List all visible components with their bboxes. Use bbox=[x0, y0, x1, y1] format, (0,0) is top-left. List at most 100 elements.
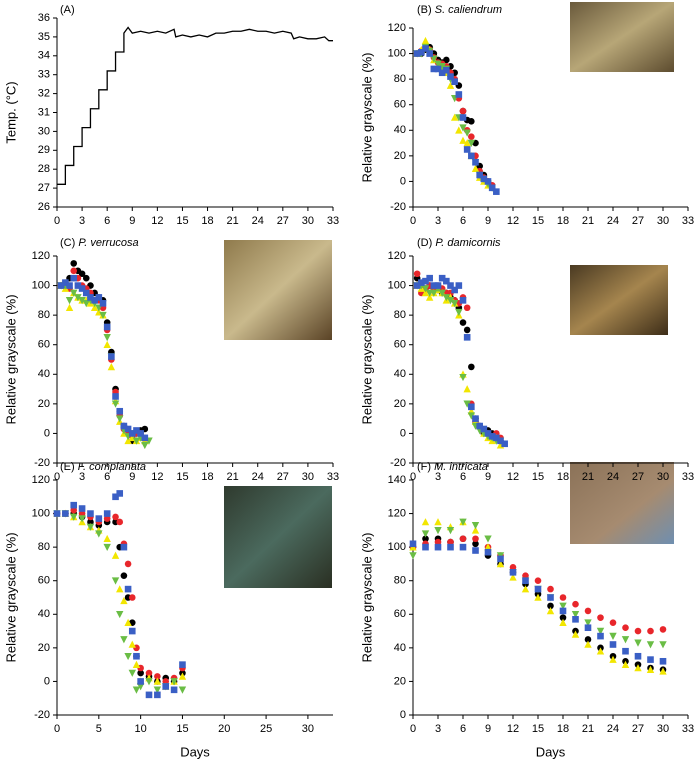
data-point bbox=[132, 437, 141, 445]
data-point bbox=[434, 518, 442, 526]
data-point bbox=[91, 297, 98, 304]
x-tick-label: 12 bbox=[151, 215, 163, 227]
panel-label: (B) bbox=[417, 4, 432, 16]
y-tick-label: 0 bbox=[44, 427, 50, 439]
data-point bbox=[124, 425, 132, 433]
x-tick-label: 0 bbox=[54, 723, 60, 735]
x-tick-label: 6 bbox=[104, 215, 110, 227]
data-point bbox=[446, 527, 455, 535]
y-axis-title: Relative grayscale (%) bbox=[359, 52, 374, 182]
data-point bbox=[634, 639, 642, 647]
data-point bbox=[95, 294, 103, 301]
data-point bbox=[78, 297, 86, 305]
data-point bbox=[559, 602, 567, 610]
data-point bbox=[65, 297, 74, 305]
data-point bbox=[463, 334, 471, 341]
x-tick-label: 33 bbox=[682, 723, 694, 735]
data-point bbox=[86, 523, 95, 531]
data-point bbox=[472, 158, 479, 166]
data-point bbox=[111, 400, 120, 408]
data-point bbox=[609, 632, 617, 641]
x-tick-label: 3 bbox=[435, 723, 441, 735]
data-point bbox=[467, 412, 476, 420]
x-tick-label: 15 bbox=[532, 723, 544, 735]
x-tick-label: 9 bbox=[485, 723, 491, 735]
y-tick-label: 80 bbox=[394, 575, 406, 587]
y-tick-label: 120 bbox=[32, 474, 50, 486]
data-point bbox=[484, 543, 492, 551]
data-point bbox=[78, 515, 86, 523]
data-point bbox=[434, 282, 442, 289]
y-tick-label: 0 bbox=[400, 709, 406, 721]
y-tick-label: 31 bbox=[38, 106, 50, 118]
data-point bbox=[90, 303, 99, 312]
data-point bbox=[472, 535, 479, 543]
data-point bbox=[480, 175, 488, 183]
data-point bbox=[425, 293, 434, 301]
y-tick-label: 35 bbox=[38, 31, 50, 43]
data-point bbox=[571, 610, 580, 619]
data-point bbox=[153, 686, 162, 694]
y-tick-label: 140 bbox=[388, 474, 406, 486]
data-point bbox=[78, 510, 86, 517]
data-point bbox=[659, 626, 667, 633]
y-tick-label: 100 bbox=[388, 541, 406, 553]
x-tick-label: 30 bbox=[302, 215, 314, 227]
data-point bbox=[154, 673, 161, 680]
panel-title: (D) P. damicornis bbox=[417, 237, 501, 249]
y-tick-label: 36 bbox=[38, 12, 50, 24]
data-point bbox=[446, 81, 455, 89]
data-point bbox=[472, 547, 479, 554]
data-point bbox=[132, 660, 141, 668]
species-name: P. verrucosa bbox=[78, 237, 138, 249]
data-point bbox=[111, 551, 120, 559]
panel-title: (A) bbox=[60, 4, 75, 16]
x-tick-label: 21 bbox=[227, 215, 239, 227]
data-point bbox=[476, 422, 483, 430]
y-axis-title: Relative grayscale (%) bbox=[3, 532, 18, 662]
data-point bbox=[418, 48, 425, 56]
data-point bbox=[584, 607, 592, 615]
y-tick-label: 60 bbox=[394, 99, 406, 111]
data-point bbox=[534, 577, 542, 585]
coral-photo bbox=[570, 265, 668, 335]
panel-label: (F) bbox=[417, 461, 431, 473]
data-point bbox=[120, 572, 128, 579]
data-point bbox=[509, 563, 517, 571]
x-tick-label: 25 bbox=[260, 723, 272, 735]
data-point bbox=[65, 303, 74, 312]
data-point bbox=[179, 661, 186, 668]
data-point bbox=[422, 543, 429, 551]
panel-label: (E) bbox=[60, 461, 75, 473]
data-point bbox=[463, 400, 471, 408]
data-point bbox=[87, 518, 94, 526]
data-point bbox=[141, 441, 149, 450]
data-point bbox=[413, 282, 421, 289]
y-tick-label: 20 bbox=[394, 398, 406, 410]
species-name: F. complanata bbox=[78, 461, 146, 473]
data-point bbox=[74, 294, 82, 302]
panel-label: (C) bbox=[60, 237, 75, 249]
data-point bbox=[559, 618, 567, 626]
data-point bbox=[116, 610, 124, 619]
data-point bbox=[434, 527, 442, 535]
data-point bbox=[443, 56, 450, 64]
data-point bbox=[534, 593, 542, 601]
data-point bbox=[70, 506, 78, 514]
data-point bbox=[584, 640, 592, 648]
data-point bbox=[443, 66, 450, 74]
data-point bbox=[78, 270, 86, 278]
x-tick-label: 15 bbox=[176, 471, 188, 483]
y-tick-label: -20 bbox=[390, 457, 406, 469]
data-point bbox=[421, 36, 430, 45]
data-point bbox=[78, 505, 86, 512]
y-tick-label: 80 bbox=[38, 309, 50, 321]
data-point bbox=[103, 334, 111, 342]
x-tick-label: 0 bbox=[54, 215, 60, 227]
data-point bbox=[422, 277, 429, 285]
data-point bbox=[99, 311, 107, 320]
data-point bbox=[609, 641, 617, 648]
data-point bbox=[509, 569, 517, 576]
data-point bbox=[438, 274, 446, 282]
